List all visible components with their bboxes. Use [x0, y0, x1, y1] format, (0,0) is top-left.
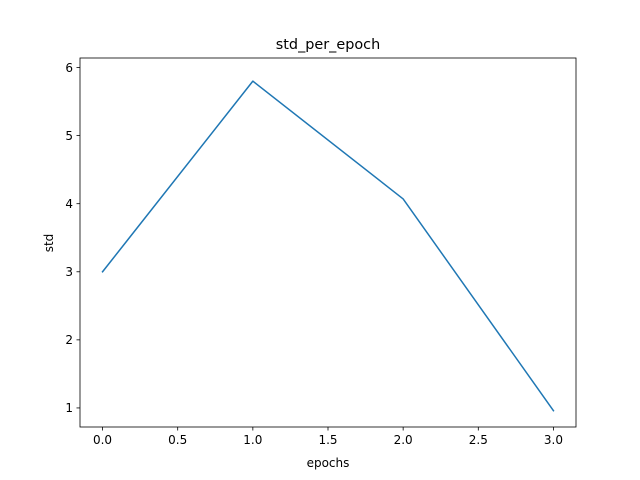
axis-ticks: 0.0 0.5 1.0 1.5 2.0 2.5 3.0 1 2 3 4 5 6 — [65, 61, 563, 447]
plot-area — [101, 80, 555, 412]
y-tick-label: 5 — [65, 129, 73, 143]
y-axis-label: std — [42, 234, 56, 253]
x-tick-label: 2.0 — [394, 433, 413, 447]
chart-title: std_per_epoch — [276, 37, 380, 53]
x-tick-label: 2.5 — [469, 433, 488, 447]
x-tick-label: 0.5 — [168, 433, 187, 447]
x-tick-label: 0.0 — [93, 433, 112, 447]
y-tick-label: 4 — [65, 197, 73, 211]
y-tick-label: 3 — [65, 265, 73, 279]
x-tick-label: 3.0 — [544, 433, 563, 447]
y-tick-label: 1 — [65, 401, 73, 415]
x-tick-label: 1.5 — [318, 433, 337, 447]
x-axis-label: epochs — [307, 456, 350, 470]
axes-frame — [79, 57, 577, 428]
series-line — [101, 80, 555, 412]
x-tick-label: 1.0 — [243, 433, 262, 447]
y-tick-label: 2 — [65, 333, 73, 347]
y-tick-label: 6 — [65, 61, 73, 75]
